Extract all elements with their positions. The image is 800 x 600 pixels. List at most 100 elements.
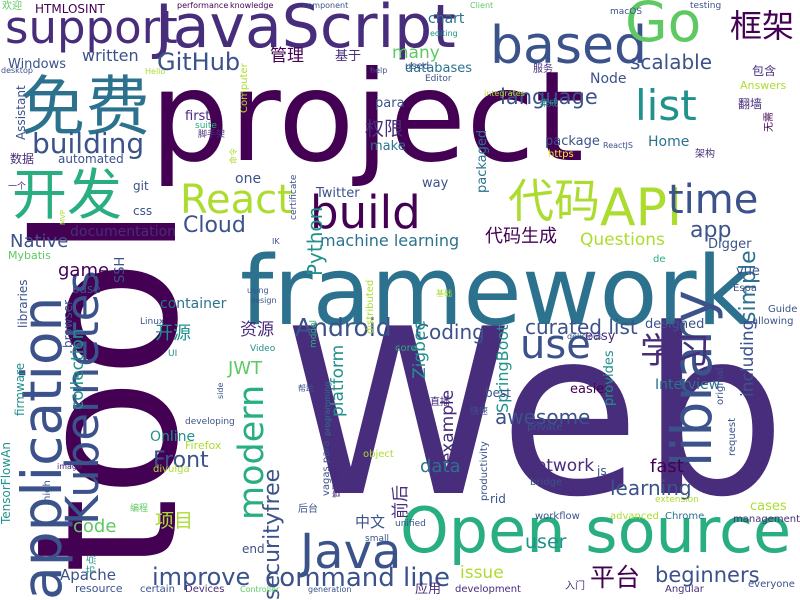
cloud-word: bridge: [530, 477, 563, 488]
cloud-word: css: [133, 204, 153, 218]
cloud-word: Digger: [708, 237, 752, 252]
cloud-word: Native: [10, 231, 69, 252]
cloud-word: user: [525, 531, 567, 553]
cloud-word: Coding: [415, 320, 485, 344]
cloud-word: easier: [570, 382, 610, 397]
cloud-word: packaged: [475, 129, 490, 193]
cloud-word: resource: [75, 582, 123, 595]
cloud-word: API: [600, 178, 683, 238]
cloud-word: para: [375, 96, 405, 111]
cloud-word: integrates: [484, 89, 525, 98]
cloud-word: use: [520, 322, 591, 368]
cloud-word: developing: [185, 417, 235, 427]
cloud-word: Video: [250, 344, 276, 354]
cloud-word: 权限: [365, 118, 404, 140]
cloud-word: Mybatis: [8, 249, 51, 262]
cloud-word: everyone: [748, 579, 795, 590]
cloud-word: original: [715, 367, 726, 405]
cloud-word: Twitter: [316, 186, 360, 201]
cloud-word: using: [247, 286, 269, 295]
cloud-word: Online: [150, 429, 196, 445]
cloud-word: list: [635, 81, 697, 130]
cloud-word: vagas para: [321, 440, 332, 496]
cloud-word: 命令: [229, 148, 238, 164]
cloud-word: private: [527, 422, 563, 433]
cloud-word: curated list: [525, 315, 638, 339]
cloud-word: component: [303, 1, 349, 10]
cloud-word: 脚手架: [198, 130, 226, 140]
cloud-word: core: [395, 343, 417, 354]
cloud-word: React: [180, 177, 293, 223]
cloud-word: browser: [61, 299, 75, 348]
cloud-word: small: [365, 534, 389, 544]
cloud-word: allowing: [752, 316, 794, 327]
cloud-word: including: [738, 319, 758, 397]
cloud-word: JavaScript: [155, 0, 456, 62]
cloud-word: advanced: [610, 511, 659, 522]
cloud-word: support: [5, 1, 178, 54]
cloud-word: 基础: [436, 289, 452, 298]
cloud-word: cases: [750, 499, 787, 514]
cloud-word: MVP: [59, 209, 67, 225]
cloud-word: request: [727, 417, 738, 456]
cloud-word: generation: [308, 585, 352, 594]
cloud-word: project: [150, 45, 584, 190]
cloud-word: Guide: [768, 304, 798, 315]
cloud-word: performance: [177, 1, 229, 10]
cloud-word: base: [72, 282, 101, 296]
cloud-word: 入门: [565, 581, 585, 592]
cloud-word: programming: [323, 381, 332, 436]
cloud-word: SSH: [113, 256, 128, 283]
cloud-word: command line: [265, 563, 450, 593]
cloud-word: git: [133, 179, 149, 193]
cloud-word: game: [58, 260, 110, 281]
cloud-word: 欢迎: [2, 1, 22, 12]
cloud-word: Cloud: [183, 213, 246, 238]
cloud-word: management: [733, 514, 800, 525]
cloud-word: scalable: [630, 50, 713, 74]
cloud-word: Apache: [60, 566, 116, 584]
cloud-word: 开源: [155, 323, 191, 344]
cloud-word: 直播: [430, 397, 450, 408]
cloud-word: 数据: [10, 152, 35, 166]
cloud-word: development: [455, 584, 521, 595]
cloud-word: Web: [285, 281, 787, 548]
cloud-word: 管理系统: [332, 466, 341, 498]
cloud-word: 后台: [298, 504, 318, 515]
cloud-word: UI: [168, 349, 178, 359]
cloud-word: 服务: [533, 64, 553, 75]
cloud-word: Assistant: [14, 85, 28, 140]
cloud-word: 学习: [640, 332, 711, 372]
cloud-word: 基于: [335, 49, 362, 64]
cloud-word: databases: [405, 61, 473, 76]
cloud-word: first: [185, 109, 211, 124]
cloud-word: Interview: [655, 377, 721, 393]
cloud-word: provides: [602, 350, 617, 406]
cloud-word: suite: [195, 121, 217, 131]
cloud-word: 翻墙: [738, 97, 763, 111]
cloud-word: Devices: [185, 584, 225, 595]
cloud-word: vue: [736, 264, 760, 279]
cloud-word: app: [690, 218, 732, 243]
cloud-word: 无需: [764, 112, 775, 132]
cloud-word: desktop: [1, 66, 33, 75]
cloud-word: workflow: [535, 511, 580, 522]
cloud-word: easy: [585, 329, 616, 344]
cloud-word: rid: [490, 492, 506, 506]
cloud-word: Angular: [665, 584, 704, 595]
cloud-word: image: [57, 462, 82, 471]
cloud-word: 免费: [20, 70, 151, 145]
cloud-word: 开发: [12, 163, 123, 227]
cloud-word: learning: [610, 476, 692, 500]
cloud-word: time: [668, 177, 759, 223]
cloud-word: awesome: [495, 405, 591, 429]
cloud-word: model: [309, 319, 319, 348]
cloud-word: platform: [328, 344, 348, 417]
cloud-word: Linux: [140, 317, 165, 327]
cloud-word: 编程: [130, 504, 149, 514]
cloud-word: container: [160, 296, 227, 312]
cloud-word: based: [490, 16, 647, 76]
cloud-word: 项目: [155, 510, 194, 532]
cloud-word: design: [250, 296, 277, 305]
cloud-word: beginners: [655, 563, 760, 587]
